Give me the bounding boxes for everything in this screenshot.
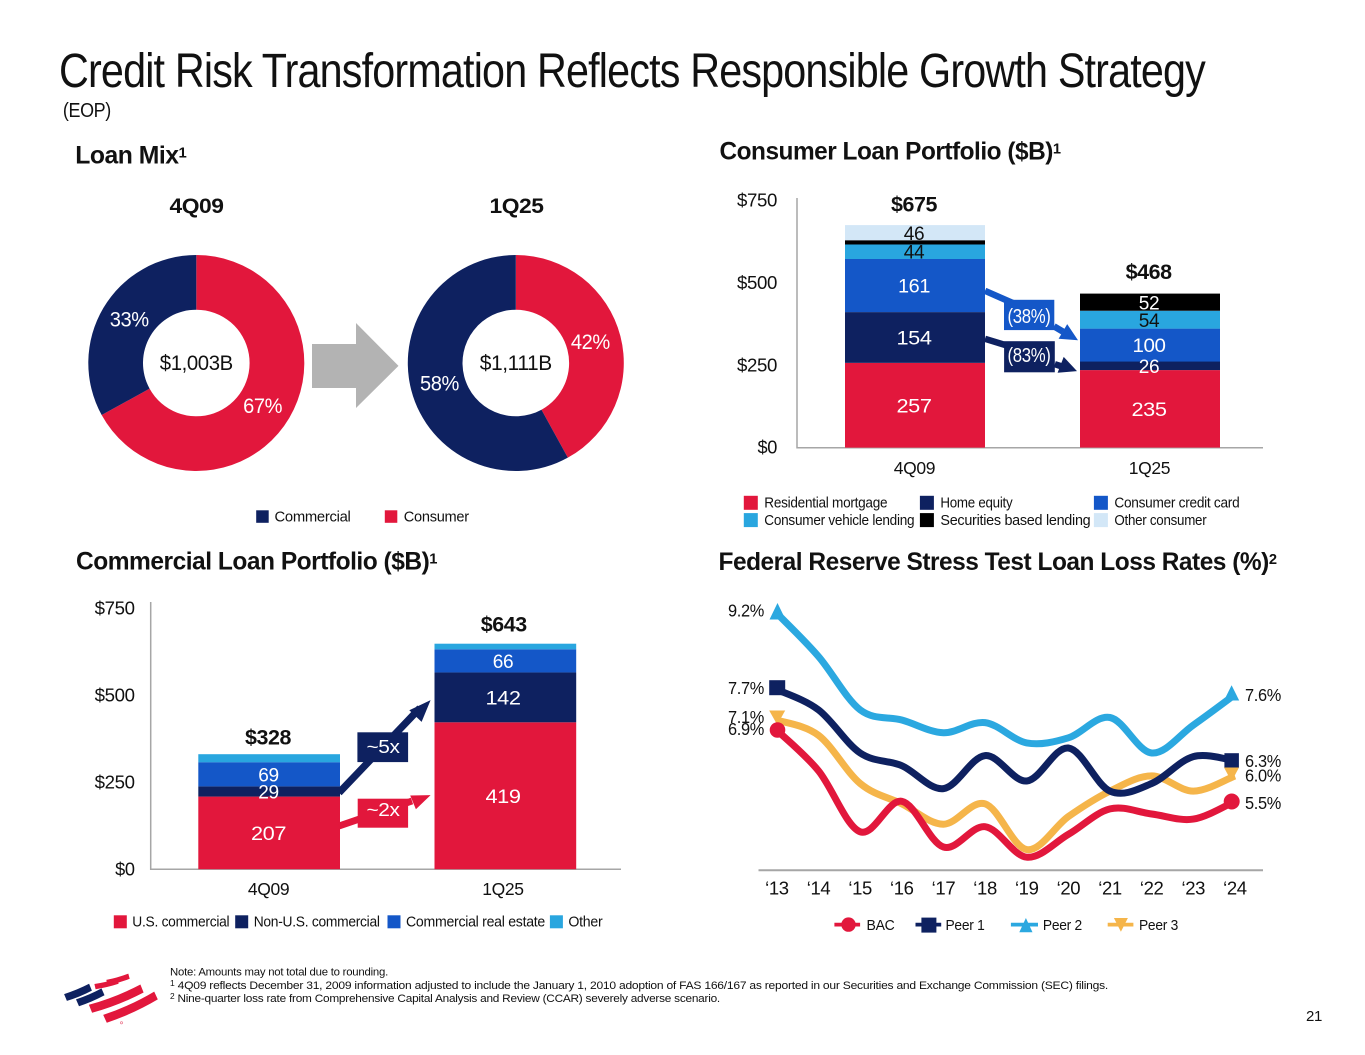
svg-text:5.5%: 5.5% — [1245, 793, 1281, 813]
svg-text:‘20: ‘20 — [1057, 878, 1081, 899]
svg-text:52: 52 — [1139, 292, 1160, 314]
svg-text:$0: $0 — [758, 438, 778, 458]
svg-text:Home equity: Home equity — [940, 495, 1013, 512]
svg-text:44: 44 — [904, 242, 925, 264]
svg-text:54: 54 — [1139, 310, 1160, 332]
svg-text:$328: $328 — [245, 725, 291, 749]
svg-text:161: 161 — [898, 276, 930, 298]
svg-text:42%: 42% — [571, 331, 610, 354]
svg-text:Peer 3: Peer 3 — [1139, 918, 1178, 934]
svg-text:9.2%: 9.2% — [728, 600, 764, 620]
svg-text:Peer 1: Peer 1 — [946, 918, 985, 934]
svg-text:(EOP): (EOP) — [63, 100, 111, 122]
svg-text:419: 419 — [486, 786, 521, 808]
svg-text:7.7%: 7.7% — [728, 678, 764, 698]
svg-text:26: 26 — [1139, 356, 1160, 378]
svg-text:1Q25: 1Q25 — [1129, 458, 1170, 478]
svg-text:6.3%: 6.3% — [1245, 751, 1281, 771]
svg-text:$468: $468 — [1126, 260, 1172, 284]
svg-text:Note: Amounts may not total du: Note: Amounts may not total due to round… — [170, 967, 388, 979]
svg-text:‘16: ‘16 — [890, 878, 914, 899]
svg-text:‘19: ‘19 — [1015, 878, 1039, 899]
svg-text:Consumer: Consumer — [404, 509, 469, 526]
svg-text:Other: Other — [568, 914, 602, 931]
svg-text:46: 46 — [904, 223, 925, 245]
svg-text:$250: $250 — [95, 773, 135, 793]
svg-text:Peer 2: Peer 2 — [1043, 918, 1082, 934]
svg-text:$750: $750 — [95, 598, 135, 618]
svg-text:Consumer credit card: Consumer credit card — [1114, 495, 1239, 512]
svg-text:$1,003B: $1,003B — [160, 352, 233, 375]
svg-text:58%: 58% — [420, 373, 459, 396]
svg-text:Non-U.S. commercial: Non-U.S. commercial — [254, 914, 380, 931]
svg-text:‘24: ‘24 — [1223, 878, 1247, 899]
svg-text:100: 100 — [1133, 335, 1167, 357]
svg-text:69: 69 — [258, 764, 279, 786]
svg-text:Residential mortgage: Residential mortgage — [764, 495, 887, 512]
svg-text:235: 235 — [1132, 399, 1168, 421]
svg-text:‘21: ‘21 — [1098, 878, 1122, 899]
svg-text:1 4Q09 reflects December 31, 2: 1 4Q09 reflects December 31, 2009 inform… — [170, 979, 1108, 992]
svg-text:29: 29 — [258, 782, 279, 804]
svg-text:154: 154 — [897, 328, 933, 350]
svg-text:Consumer vehicle lending: Consumer vehicle lending — [764, 512, 914, 529]
svg-text:$1,111B: $1,111B — [480, 352, 552, 375]
svg-text:‘17: ‘17 — [932, 878, 956, 899]
svg-text:$750: $750 — [737, 191, 777, 211]
svg-text:1Q25: 1Q25 — [490, 195, 545, 218]
svg-text:‘14: ‘14 — [807, 878, 831, 899]
svg-text:‘15: ‘15 — [848, 878, 872, 899]
svg-text:$675: $675 — [891, 193, 937, 217]
svg-text:142: 142 — [486, 688, 521, 710]
svg-text:2 Nine-quarter loss rate from: 2 Nine-quarter loss rate from Comprehens… — [170, 992, 720, 1005]
svg-text:66: 66 — [493, 651, 514, 673]
svg-text:Loan Mix1: Loan Mix1 — [75, 142, 186, 170]
svg-text:‘18: ‘18 — [973, 878, 997, 899]
svg-text:Securities based lending: Securities based lending — [940, 512, 1090, 529]
svg-text:BAC: BAC — [867, 918, 895, 934]
svg-text:4Q09: 4Q09 — [170, 195, 224, 218]
svg-text:Commercial Loan Portfolio ($B): Commercial Loan Portfolio ($B)1 — [76, 548, 437, 576]
svg-text:257: 257 — [897, 395, 932, 417]
svg-text:Other consumer: Other consumer — [1114, 512, 1206, 529]
svg-text:207: 207 — [251, 823, 286, 845]
svg-text:‘13: ‘13 — [765, 878, 789, 899]
svg-text:21: 21 — [1306, 1008, 1322, 1025]
svg-text:Commercial real estate: Commercial real estate — [406, 914, 545, 931]
svg-text:Federal Reserve Stress Test Lo: Federal Reserve Stress Test Loan Loss Ra… — [719, 548, 1277, 576]
svg-text:$250: $250 — [737, 355, 777, 375]
svg-text:~5x: ~5x — [367, 737, 400, 757]
svg-text:(38%): (38%) — [1008, 306, 1051, 328]
svg-text:$643: $643 — [481, 613, 527, 637]
svg-text:$0: $0 — [115, 860, 135, 880]
svg-text:7.6%: 7.6% — [1245, 685, 1281, 705]
svg-text:Consumer Loan Portfolio ($B)1: Consumer Loan Portfolio ($B)1 — [720, 138, 1061, 166]
svg-text:6.9%: 6.9% — [728, 719, 764, 739]
svg-text:7.1%: 7.1% — [728, 707, 764, 727]
svg-text:‘22: ‘22 — [1140, 878, 1164, 899]
svg-text:67%: 67% — [243, 395, 282, 418]
svg-text:U.S. commercial: U.S. commercial — [132, 914, 229, 931]
svg-text:$500: $500 — [95, 685, 135, 705]
svg-text:$500: $500 — [737, 273, 777, 293]
svg-text:1Q25: 1Q25 — [482, 879, 523, 899]
svg-text:4Q09: 4Q09 — [248, 879, 289, 899]
svg-text:Commercial: Commercial — [275, 509, 351, 526]
svg-text:33%: 33% — [110, 308, 149, 331]
svg-text:Credit Risk Transformation Ref: Credit Risk Transformation Reflects Resp… — [59, 45, 1206, 98]
svg-text:(83%): (83%) — [1008, 345, 1051, 367]
svg-text:6.0%: 6.0% — [1245, 765, 1281, 785]
svg-text:4Q09: 4Q09 — [894, 458, 935, 478]
svg-text:‘23: ‘23 — [1182, 878, 1206, 899]
svg-text:~2x: ~2x — [367, 800, 400, 820]
